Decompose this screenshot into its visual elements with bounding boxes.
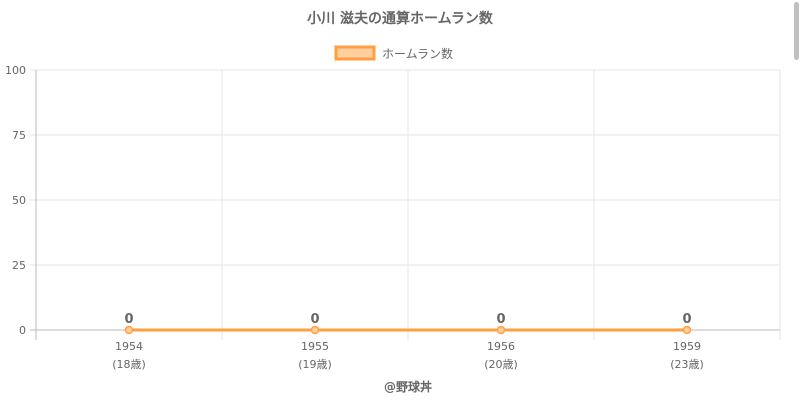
- legend[interactable]: ホームラン数: [334, 45, 453, 61]
- data-point[interactable]: [310, 325, 320, 335]
- data-labels: 0 0 0 0: [124, 312, 691, 327]
- y-tick-label: 0: [19, 324, 26, 337]
- x-sub-label: (18歳): [112, 358, 146, 371]
- y-tick-label: 75: [12, 129, 26, 142]
- x-tick-label: 1954: [115, 340, 143, 353]
- credit-text: @野球丼: [384, 379, 432, 394]
- x-sub-label: (23歳): [670, 358, 704, 371]
- data-label: 0: [682, 312, 691, 327]
- scrollbar[interactable]: [792, 0, 800, 64]
- grid: [30, 69, 781, 340]
- x-sub-label: (20歳): [484, 358, 518, 371]
- scrollbar-thumb[interactable]: [794, 2, 799, 60]
- series: [124, 325, 692, 335]
- x-tick-label: 1955: [301, 340, 329, 353]
- data-label: 0: [496, 312, 505, 327]
- data-point[interactable]: [496, 325, 506, 335]
- legend-label: ホームラン数: [382, 46, 453, 61]
- x-sub-label: (19歳): [298, 358, 332, 371]
- data-point[interactable]: [124, 325, 134, 335]
- y-tick-label: 25: [12, 259, 26, 272]
- y-tick-label: 100: [5, 64, 26, 77]
- data-point[interactable]: [682, 325, 692, 335]
- x-tick-label: 1956: [487, 340, 515, 353]
- chart-title: 小川 滋夫の通算ホームラン数: [307, 10, 494, 27]
- y-tick-label: 50: [12, 194, 26, 207]
- legend-swatch: [334, 45, 376, 61]
- data-label: 0: [124, 312, 133, 327]
- x-tick-label: 1959: [673, 340, 701, 353]
- axes: 0 25 50 75 100 1954 (18歳) 1955 (19歳) 1956 (20歳) 195…: [5, 64, 704, 371]
- data-label: 0: [310, 312, 319, 327]
